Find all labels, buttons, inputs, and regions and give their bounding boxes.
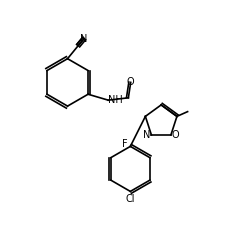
Text: O: O: [127, 77, 135, 87]
Text: N: N: [143, 130, 150, 140]
Text: N: N: [80, 34, 88, 43]
Text: Cl: Cl: [126, 193, 135, 204]
Text: NH: NH: [108, 95, 123, 105]
Text: F: F: [122, 139, 127, 149]
Text: O: O: [172, 130, 179, 140]
